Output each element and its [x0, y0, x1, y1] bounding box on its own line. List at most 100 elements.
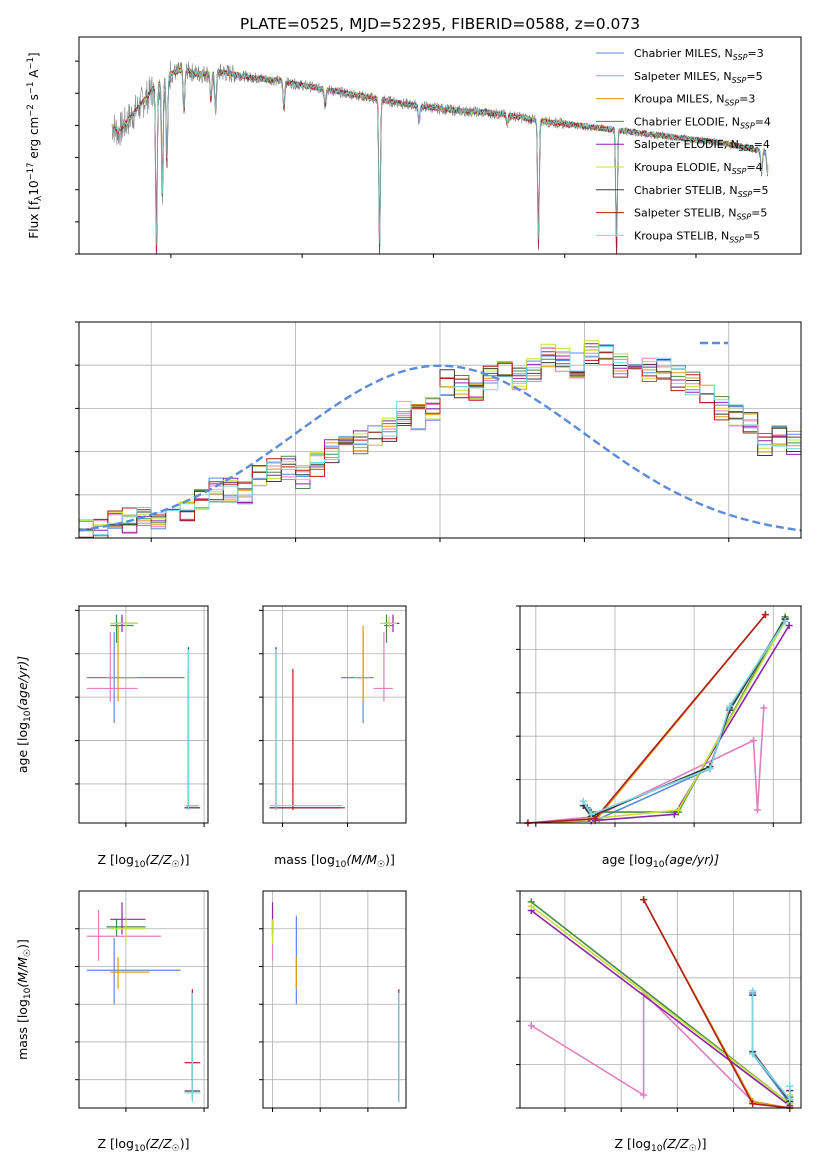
error-bar-point	[86, 909, 162, 961]
histogram-step	[79, 347, 801, 538]
spectrum-lines	[111, 60, 769, 254]
mass-weight-vs-age-plot: age [log10(age/yr)]	[516, 605, 802, 870]
age-vs-mass-plot: mass [log10(M/M☉)]	[259, 605, 407, 870]
legend-item: Kroupa MILES, NSSP=3	[596, 93, 755, 108]
error-bars	[269, 614, 400, 810]
x-axis-label: mass [log10(M/M☉)]	[274, 852, 395, 870]
mass_weight_vs_Z-frame	[519, 890, 802, 1109]
y-axis-label: Flux [fλ10−17 erg cm−2 s−1 A−1]	[26, 52, 44, 238]
weight-marker	[760, 704, 768, 712]
x-axis-label: Z [log10(Z/Z☉)]	[615, 1136, 707, 1154]
error-bar-point	[269, 649, 343, 810]
model-spectrum-line	[115, 66, 769, 246]
figure-title: PLATE=0525, MJD=52295, FIBERID=0588, z=0…	[240, 15, 640, 33]
error-bar-point	[110, 902, 146, 935]
age_vs_Z-frame	[78, 605, 209, 824]
error-bar-point	[380, 616, 397, 628]
legend-label: Salpeter STELIB, NSSP=5	[634, 207, 767, 222]
weight-marker	[786, 1095, 794, 1103]
age_vs_mass-frame	[262, 605, 407, 824]
weight-series-line	[582, 620, 786, 816]
error-bar-point	[106, 625, 138, 702]
x-axis-label: Z [log10(Z/Z☉)]	[98, 1136, 190, 1154]
weight-marker	[587, 810, 595, 818]
weight-lines	[527, 896, 794, 1112]
x-axis-label: age [log10(age/yr)]	[602, 852, 719, 870]
mass_vs_EBV-frame	[262, 890, 407, 1109]
legend-label: Kroupa MILES, NSSP=3	[634, 93, 755, 108]
histogram-step	[79, 344, 801, 532]
weight-marker	[761, 611, 769, 619]
error-bar-point	[269, 647, 341, 810]
error-bar-point	[373, 632, 393, 702]
weight-lines	[524, 611, 793, 827]
weight-series-line	[530, 905, 791, 1106]
legend-item: Salpeter MILES, NSSP=5	[596, 70, 763, 85]
weight-marker	[781, 617, 789, 625]
error-bars	[271, 902, 400, 1103]
legend-item: Chabrier MILES, NSSP=3	[596, 47, 764, 62]
weight-marker	[527, 1022, 535, 1030]
legend-item: Kroupa STELIB, NSSP=5	[596, 229, 760, 244]
legend-label: Salpeter ELODIE, NSSP=4	[634, 138, 770, 153]
legend-item: Salpeter ELODIE, NSSP=4	[596, 138, 770, 153]
weight-marker	[750, 737, 758, 745]
weight-marker	[749, 987, 757, 995]
histogram-step	[79, 343, 801, 538]
weight-marker	[749, 1050, 757, 1058]
weight-marker	[640, 1091, 648, 1099]
weight-series-line	[751, 993, 791, 1107]
y-axis-label: mass [log10(M/M☉)]	[15, 939, 33, 1060]
mass-vs-metallicity-plot: Z [log10(Z/Z☉)] mass [log10(M/M☉)]	[15, 890, 209, 1154]
legend-item: Salpeter STELIB, NSSP=5	[596, 207, 767, 222]
error-bar-point	[185, 649, 200, 810]
weight-series-line	[751, 995, 791, 1104]
y-axis-label: age [log10(age/yr)]	[15, 656, 33, 773]
legend-label: Chabrier MILES, NSSP=3	[634, 47, 764, 62]
error-bar-point	[184, 647, 201, 810]
weight-marker	[579, 797, 587, 805]
legend-item: Chabrier ELODIE, NSSP=4	[596, 115, 771, 130]
histogram-step	[79, 346, 801, 537]
weight-series-line	[582, 618, 786, 818]
error-bars	[86, 902, 201, 1103]
weight-marker	[591, 815, 599, 823]
legend-label: Kroupa STELIB, NSSP=5	[634, 229, 760, 244]
error-bar-point	[86, 938, 181, 1005]
weight-marker	[786, 1082, 794, 1090]
weight-marker	[640, 896, 648, 904]
weight-marker	[753, 806, 761, 814]
error-bar-point	[110, 957, 150, 990]
spectrum-plot: Flux [fλ10−17 erg cm−2 s−1 A−1] Chabrier …	[26, 36, 802, 258]
x-axis-label: Z [log10(Z/Z☉)]	[98, 852, 190, 870]
mass-weight-vs-metallicity-plot: Z [log10(Z/Z☉)]	[516, 890, 802, 1154]
error-bar-point	[110, 616, 138, 628]
weight-marker	[670, 810, 678, 818]
mass_vs_Z-frame	[78, 890, 209, 1109]
error-bars	[86, 614, 201, 810]
weight-marker	[527, 902, 535, 910]
error-bar-point	[383, 614, 393, 643]
normal-curve	[79, 364, 801, 532]
weight-series-line	[642, 899, 790, 1109]
weight-marker	[706, 765, 714, 773]
weight-series-line	[530, 991, 790, 1109]
legend-label: Kroupa ELODIE, NSSP=4	[634, 161, 763, 176]
legend-label: Salpeter MILES, NSSP=5	[634, 70, 763, 85]
weight-series-line	[751, 990, 791, 1102]
histograms	[79, 340, 801, 538]
error-bar-point	[269, 668, 345, 810]
age-vs-metallicity-plot: Z [log10(Z/Z☉)] age [log10(age/yr)]	[15, 605, 209, 870]
legend-item: Kroupa ELODIE, NSSP=4	[596, 161, 763, 176]
weight-marker	[674, 806, 682, 814]
error-bar-point	[354, 625, 371, 702]
weight-series-line	[642, 899, 790, 1109]
legend-label: Chabrier STELIB, NSSP=5	[634, 184, 768, 199]
residual-histogram-plot	[75, 321, 802, 542]
legend-item: Chabrier STELIB, NSSP=5	[596, 184, 768, 199]
histogram-step	[79, 346, 801, 535]
weight-marker	[726, 702, 734, 710]
error-bar-point	[110, 919, 146, 944]
mass-vs-extinction-plot	[259, 890, 407, 1112]
